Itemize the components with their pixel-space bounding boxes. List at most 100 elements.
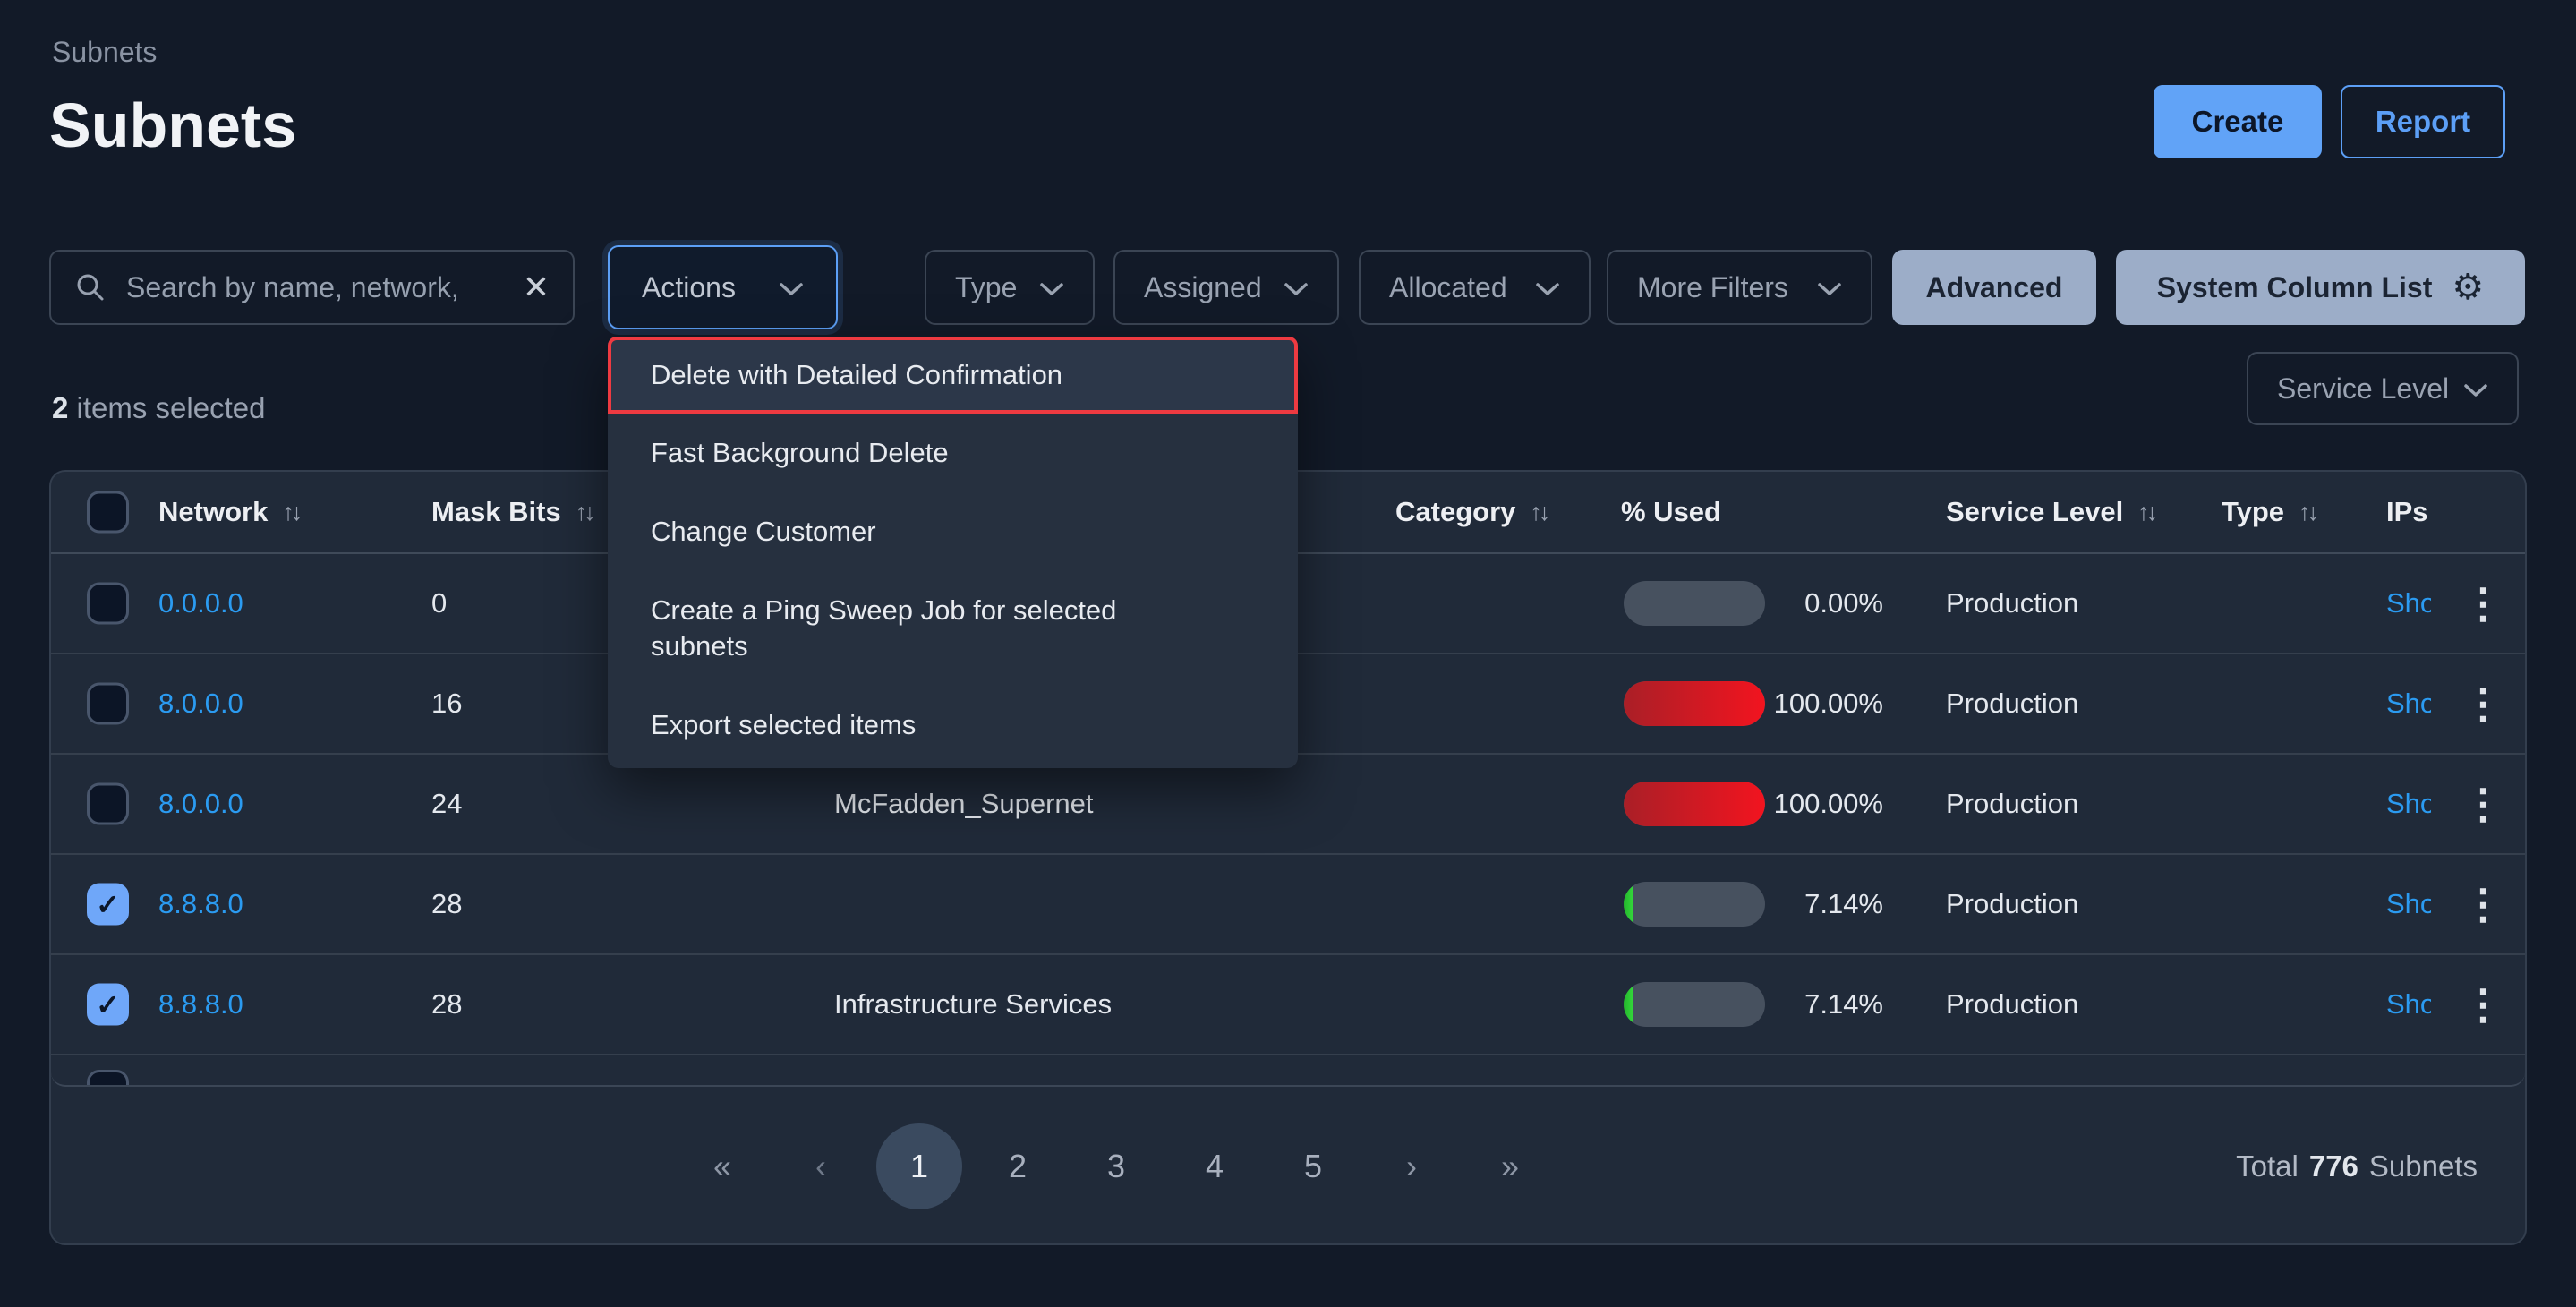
sort-icon[interactable]: ↑↓ — [1530, 499, 1547, 526]
total-prefix: Total — [2236, 1149, 2299, 1183]
used-progress-bar — [1624, 681, 1765, 726]
used-percent: 0.00% — [1765, 587, 1883, 619]
kebab-menu-icon[interactable]: ⋮ — [2462, 783, 2503, 824]
mask-bits-cell: 28 — [431, 888, 462, 920]
used-progress-bar — [1624, 782, 1765, 826]
sort-icon[interactable]: ↑↓ — [282, 499, 299, 526]
service-level-label: Service Level — [2277, 372, 2449, 406]
show-ips-link[interactable]: Show — [2386, 888, 2431, 920]
row-checkbox[interactable]: ✓ — [87, 984, 129, 1026]
create-button[interactable]: Create — [2154, 85, 2322, 158]
used-progress-bar — [1624, 581, 1765, 626]
total-suffix: Subnets — [2369, 1149, 2478, 1183]
menu-item-create-ping-sweep-job[interactable]: Create a Ping Sweep Job for selected sub… — [608, 571, 1225, 686]
column-header-type[interactable]: Type↑↓ — [2222, 496, 2316, 528]
column-header-mask-bits[interactable]: Mask Bits↑↓ — [431, 496, 593, 528]
service-level-cell: Production — [1946, 688, 2078, 720]
chevron-down-icon — [1535, 271, 1560, 304]
report-button[interactable]: Report — [2341, 85, 2505, 158]
pagination-last-button[interactable]: » — [1461, 1148, 1559, 1185]
menu-item-change-customer[interactable]: Change Customer — [608, 492, 1298, 571]
actions-menu: Delete with Detailed Confirmation Fast B… — [608, 337, 1298, 768]
mask-bits-cell: 0 — [431, 587, 447, 619]
network-link[interactable]: 8.8.8.0 — [158, 988, 243, 1021]
table-row: ✓ 8.0.0.0 24 McFadden_Supernet 100.00% P… — [51, 755, 2525, 855]
used-percent: 100.00% — [1765, 788, 1883, 820]
assigned-filter-dropdown[interactable]: Assigned — [1113, 250, 1339, 325]
chevron-down-icon — [2463, 372, 2488, 406]
service-level-cell: Production — [1946, 788, 2078, 820]
pagination-page-3[interactable]: 3 — [1067, 1148, 1165, 1185]
menu-item-fast-background-delete[interactable]: Fast Background Delete — [608, 414, 1298, 492]
kebab-menu-icon[interactable]: ⋮ — [2462, 984, 2503, 1025]
show-ips-link[interactable]: Show — [2386, 688, 2431, 720]
name-cell: Infrastructure Services — [834, 988, 1112, 1021]
pagination-first-button[interactable]: « — [673, 1148, 772, 1185]
row-checkbox[interactable]: ✓ — [87, 583, 129, 625]
menu-item-delete-with-detailed-confirmation[interactable]: Delete with Detailed Confirmation — [608, 337, 1298, 414]
pagination-page-5[interactable]: 5 — [1264, 1148, 1362, 1185]
advanced-button[interactable]: Advanced — [1892, 250, 2096, 325]
used-progress-bar — [1624, 982, 1765, 1027]
selection-count: 2 items selected — [52, 391, 265, 425]
advanced-label: Advanced — [1926, 271, 2063, 304]
show-ips-link[interactable]: Show — [2386, 988, 2431, 1021]
kebab-menu-icon[interactable]: ⋮ — [2462, 884, 2503, 925]
pagination-next-button[interactable]: › — [1362, 1148, 1461, 1185]
pagination-page-2[interactable]: 2 — [968, 1148, 1067, 1185]
mask-bits-cell: 16 — [431, 688, 462, 720]
column-header-used[interactable]: % Used — [1621, 496, 1721, 528]
show-ips-link[interactable]: Show — [2386, 587, 2431, 619]
column-header-service-level[interactable]: Service Level↑↓ — [1946, 496, 2154, 528]
used-percent: 7.14% — [1765, 988, 1883, 1021]
kebab-menu-icon[interactable]: ⋮ — [2462, 583, 2503, 624]
service-level-cell: Production — [1946, 587, 2078, 619]
sort-icon[interactable]: ↑↓ — [2299, 499, 2316, 526]
mask-bits-cell: 28 — [431, 988, 462, 1021]
system-column-list-button[interactable]: System Column List ⚙ — [2116, 250, 2525, 325]
search-icon — [74, 271, 107, 303]
service-level-dropdown[interactable]: Service Level — [2247, 352, 2519, 425]
service-level-cell: Production — [1946, 888, 2078, 920]
kebab-menu-icon[interactable]: ⋮ — [2462, 683, 2503, 724]
sort-icon[interactable]: ↑↓ — [576, 499, 593, 526]
allocated-filter-dropdown[interactable]: Allocated — [1359, 250, 1591, 325]
system-column-list-label: System Column List — [2157, 271, 2433, 304]
type-filter-dropdown[interactable]: Type — [925, 250, 1095, 325]
column-header-category[interactable]: Category↑↓ — [1395, 496, 1547, 528]
pagination-page-1[interactable]: 1 — [870, 1123, 968, 1209]
row-checkbox[interactable]: ✓ — [87, 783, 129, 825]
used-percent: 100.00% — [1765, 688, 1883, 720]
network-link[interactable]: 8.8.8.0 — [158, 888, 243, 920]
pagination-page-4[interactable]: 4 — [1165, 1148, 1264, 1185]
chevron-down-icon — [1284, 271, 1309, 304]
search-input[interactable] — [124, 270, 505, 305]
actions-dropdown[interactable]: Actions — [608, 245, 838, 329]
type-filter-label: Type — [955, 271, 1017, 304]
name-cell: McFadden_Supernet — [834, 788, 1094, 820]
row-checkbox[interactable]: ✓ — [87, 884, 129, 926]
search-box[interactable]: ✕ — [49, 250, 575, 325]
pagination-prev-button[interactable]: ‹ — [772, 1148, 870, 1185]
allocated-filter-label: Allocated — [1389, 271, 1507, 304]
column-header-network[interactable]: Network↑↓ — [158, 496, 299, 528]
selection-count-label: items selected — [68, 391, 265, 424]
show-ips-link[interactable]: Show — [2386, 788, 2431, 820]
assigned-filter-label: Assigned — [1144, 271, 1262, 304]
row-checkbox[interactable]: ✓ — [87, 1070, 129, 1087]
select-all-checkbox[interactable]: ✓ — [87, 491, 129, 534]
service-level-cell: Production — [1946, 988, 2078, 1021]
row-checkbox[interactable]: ✓ — [87, 683, 129, 725]
table-row-partial: ✓ — [51, 1055, 2525, 1085]
column-header-ips[interactable]: IPs — [2386, 496, 2428, 528]
used-percent: 7.14% — [1765, 888, 1883, 920]
menu-item-export-selected-items[interactable]: Export selected items — [608, 686, 1298, 765]
network-link[interactable]: 0.0.0.0 — [158, 587, 243, 619]
clear-search-icon[interactable]: ✕ — [523, 271, 550, 303]
network-link[interactable]: 8.0.0.0 — [158, 788, 243, 820]
chevron-down-icon — [1039, 271, 1064, 304]
more-filters-dropdown[interactable]: More Filters — [1607, 250, 1872, 325]
network-link[interactable]: 8.0.0.0 — [158, 688, 243, 720]
sort-icon[interactable]: ↑↓ — [2137, 499, 2154, 526]
breadcrumb[interactable]: Subnets — [52, 36, 157, 69]
